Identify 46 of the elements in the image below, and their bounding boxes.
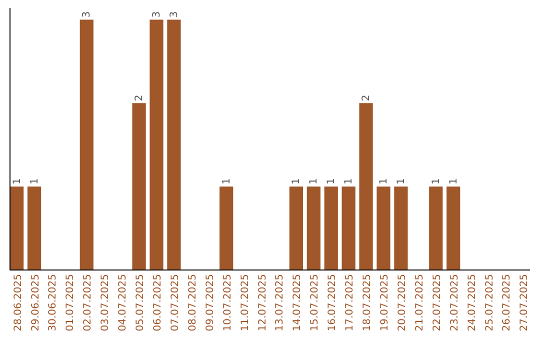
x-tick-label: 02.07.2025 [82, 274, 94, 332]
x-tick-label: 26.07.2025 [502, 274, 513, 332]
x-tick-label: 07.07.2025 [170, 274, 181, 332]
data-label: 1 [448, 178, 460, 185]
data-label: 3 [82, 11, 93, 18]
data-label: 3 [152, 11, 162, 18]
x-tick-label: 30.06.2025 [48, 274, 59, 332]
data-label: 1 [430, 178, 442, 185]
data-label: 1 [291, 178, 302, 185]
data-label: 2 [134, 94, 146, 102]
data-label: 3 [168, 11, 180, 18]
x-tick-label: 21.07.2025 [414, 274, 426, 332]
data-label: 1 [29, 178, 40, 185]
x-tick-label: 05.07.2025 [135, 274, 146, 332]
x-tick-label: 11.07.2025 [240, 274, 251, 332]
x-tick-label: 19.07.2025 [380, 274, 390, 332]
x-tick-label: 12.07.2025 [257, 274, 268, 332]
x-tick-label: 06.07.2025 [152, 274, 164, 332]
x-tick-label: 27.07.2025 [519, 274, 530, 332]
data-label: 1 [344, 178, 355, 185]
x-tick-label: 16.07.2025 [327, 274, 338, 332]
data-label: 2 [361, 94, 372, 102]
x-tick-label: 29.06.2025 [30, 274, 42, 332]
x-tick-label: 08.07.2025 [187, 274, 198, 332]
x-tick-label: 28.06.2025 [12, 274, 24, 332]
x-tick-label: 17.07.2025 [344, 274, 356, 332]
x-tick-label: 04.07.2025 [118, 274, 129, 332]
x-tick-label: 23.07.2025 [449, 274, 460, 332]
x-tick-label: 10.07.2025 [222, 274, 234, 332]
x-tick-label: 03.07.2025 [100, 274, 112, 332]
x-tick-label: 24.07.2025 [466, 274, 478, 332]
x-tick-label: 13.07.2025 [274, 274, 286, 332]
data-label: 1 [221, 178, 232, 185]
data-label: 1 [396, 178, 407, 185]
x-tick-label: 15.07.2025 [310, 274, 321, 332]
x-tick-label: 01.07.2025 [65, 274, 76, 332]
data-label: 1 [378, 178, 390, 185]
x-tick-label: 25.07.2025 [484, 274, 496, 332]
x-tick-label: 22.07.2025 [432, 274, 443, 332]
x-tick-label: 14.07.2025 [292, 274, 304, 332]
x-tick-label: 18.07.2025 [362, 274, 374, 332]
data-label: 1 [308, 178, 320, 185]
x-tick-label: 09.07.2025 [204, 274, 216, 332]
data-label: 1 [326, 178, 338, 185]
data-label: 1 [12, 178, 23, 185]
x-tick-label: 20.07.2025 [396, 274, 408, 332]
